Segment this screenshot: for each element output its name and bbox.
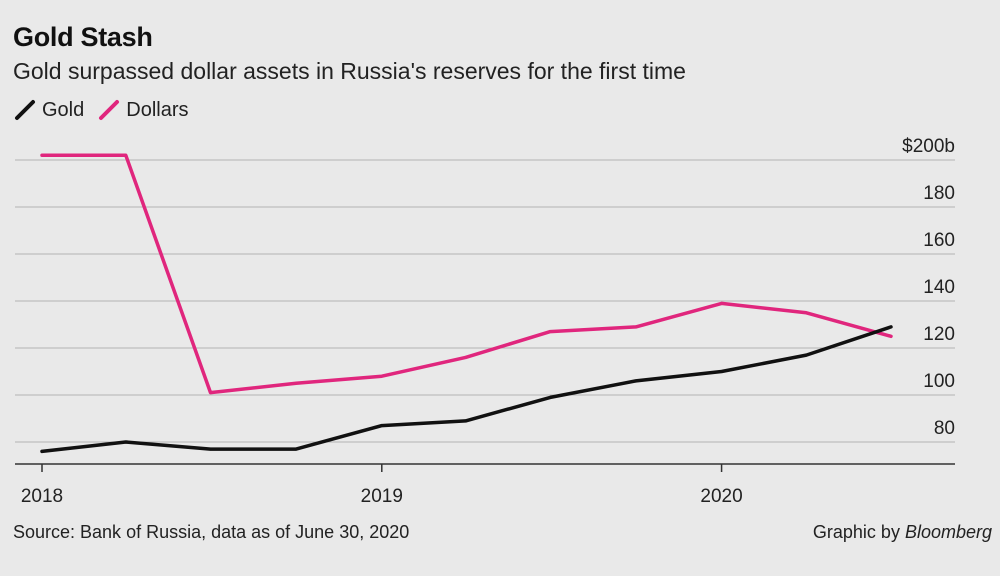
x-tick-label: 2018 [21, 486, 63, 507]
legend-swatch-dollars [99, 100, 120, 120]
y-tick-label: 160 [923, 230, 955, 251]
y-tick-label: 180 [923, 183, 955, 204]
series-line-dollars [40, 153, 893, 395]
y-tick-label: 100 [923, 371, 955, 392]
x-tick-label: 2020 [700, 486, 742, 507]
series-line-gold [40, 325, 893, 454]
credit-prefix: Graphic by [812, 522, 905, 542]
legend-item-gold: Gold [14, 99, 84, 122]
y-tick-label: $200b [902, 136, 955, 157]
legend-swatch-gold [15, 100, 35, 120]
chart-title: Gold Stash [13, 22, 153, 52]
legend-item-dollars: Dollars [98, 98, 189, 122]
y-tick-label: 120 [923, 324, 955, 345]
legend-label-dollars: Dollars [126, 98, 189, 121]
legend-label-gold: Gold [42, 98, 85, 121]
legend: Gold Dollars [14, 97, 203, 123]
credit-note: Graphic by Bloomberg [813, 522, 992, 543]
source-note: Source: Bank of Russia, data as of June … [13, 522, 410, 542]
credit-brand: Bloomberg [904, 522, 992, 542]
y-tick-label: 140 [923, 277, 955, 298]
x-tick-label: 2019 [361, 486, 403, 507]
y-tick-label: 80 [934, 418, 955, 439]
chart-subtitle: Gold surpassed dollar assets in Russia's… [13, 58, 686, 84]
